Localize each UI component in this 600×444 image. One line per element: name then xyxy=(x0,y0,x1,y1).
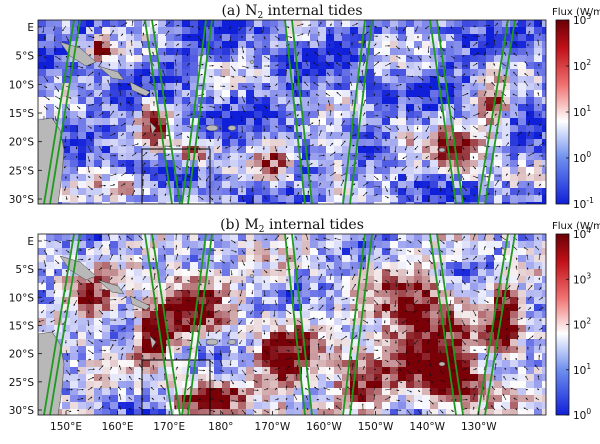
panel-title: (b) M2 internal tides xyxy=(220,217,364,235)
flux-map-m2 xyxy=(38,233,551,416)
colorbar-ticks: 103 102 101 100 10-1 xyxy=(566,12,594,211)
lat-tick-label: 15°S xyxy=(9,321,35,333)
lat-tick-label: 30°S xyxy=(9,194,35,206)
lat-tick-label: 5°S xyxy=(15,264,34,276)
colorbar-tick-label: 102 xyxy=(573,317,591,332)
colorbar-tick-label: 10-1 xyxy=(573,196,594,211)
lon-tick-label: 150°W xyxy=(358,421,394,433)
lon-tick-label: 140°W xyxy=(409,421,445,433)
lat-tick-label: 10°S xyxy=(9,292,35,304)
flux-map-n2 xyxy=(38,20,551,210)
colorbar-tick-label: 102 xyxy=(573,58,591,73)
lon-tick-label: 160°W xyxy=(306,421,342,433)
lon-tick-label: 130°W xyxy=(461,421,497,433)
lat-tick-label: 25°S xyxy=(9,377,35,389)
panel-title: (a) N2 internal tides xyxy=(221,3,362,21)
lon-tick-label: 160°E xyxy=(102,421,134,433)
lat-tick-label: 20°S xyxy=(9,349,35,361)
lat-tick-label: 5°S xyxy=(15,51,34,63)
colorbar-tick-label: 103 xyxy=(573,12,591,27)
lat-tick-label: 10°S xyxy=(9,79,35,91)
panel-n2: (a) N2 internal tides E 5°S 10°S 15°S 20°S 25… xyxy=(9,3,600,211)
lon-tick-label: 170°W xyxy=(255,421,291,433)
lat-tick-label: E xyxy=(27,22,34,34)
colorbar-tick-label: 104 xyxy=(573,226,591,241)
colorbar-tick-label: 100 xyxy=(573,407,591,422)
lon-tick-label: 170°E xyxy=(153,421,185,433)
lon-tick-label: 180° xyxy=(208,421,233,433)
lat-tick-label: 20°S xyxy=(9,137,35,149)
colorbar-tick-label: 101 xyxy=(573,362,591,377)
colorbar-tick-label: 100 xyxy=(573,150,591,165)
colorbar-tick-label: 101 xyxy=(573,104,591,119)
lat-tick-label: E xyxy=(27,236,34,248)
lon-tick-label: 150°E xyxy=(50,421,82,433)
latitude-tick-labels: E 5°S 10°S 15°S 20°S 25°S 30°S xyxy=(9,236,42,417)
colorbar-tick-label: 103 xyxy=(573,271,591,286)
latitude-tick-labels: E 5°S 10°S 15°S 20°S 25°S 30°S xyxy=(9,22,42,206)
lat-tick-label: 30°S xyxy=(9,405,35,417)
lat-tick-label: 15°S xyxy=(9,108,35,120)
lat-tick-label: 25°S xyxy=(9,165,35,177)
panel-m2: (b) M2 internal tides E 5°S 10°S 15°S 20°S 25… xyxy=(9,217,600,433)
colorbar-ticks: 104 103 102 101 100 xyxy=(566,226,591,422)
